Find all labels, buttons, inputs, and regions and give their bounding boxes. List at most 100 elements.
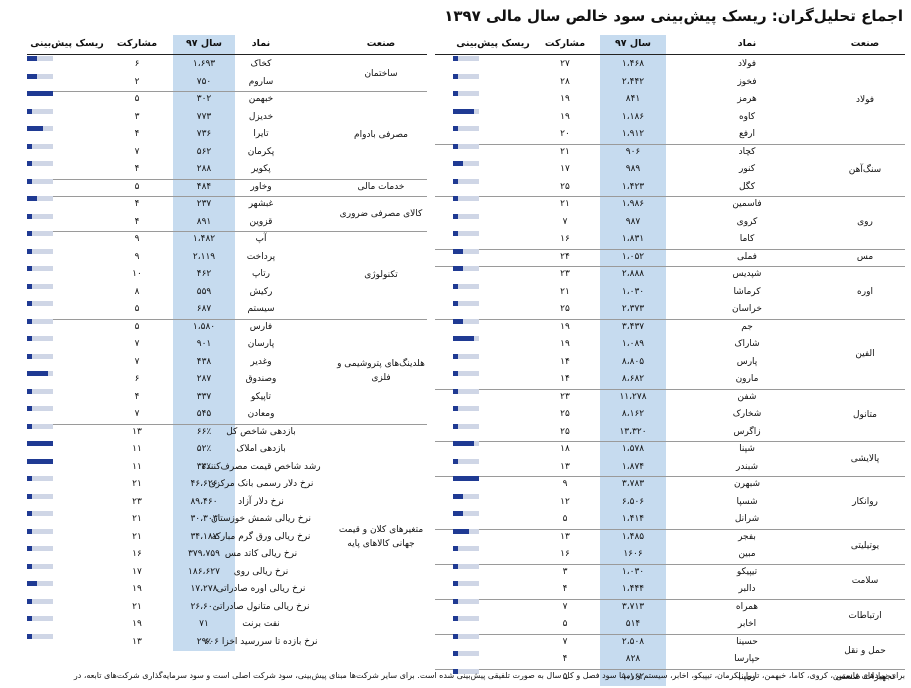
participation-cell: ۲۱ — [560, 146, 570, 157]
participation-cell: ۱۷ — [132, 566, 142, 577]
table-row: بازدهی شاخص کل ۶۶٪ ۱۳ — [27, 423, 427, 442]
risk-bar — [27, 598, 53, 604]
symbol-cell: شفن — [737, 391, 757, 402]
risk-bar-empty-segment — [468, 283, 474, 289]
risk-bar — [27, 231, 53, 236]
section-divider — [435, 668, 905, 670]
risk-bar-filled-segment — [463, 336, 469, 341]
risk-bar-empty-segment — [463, 318, 469, 324]
risk-bar-filled-segment — [27, 266, 33, 271]
risk-bar-empty-segment — [458, 546, 464, 551]
table-row: نرخ ریالی روی ۱۸۶،۶۲۷ ۱۷ — [27, 563, 427, 582]
risk-bar-empty-segment — [468, 493, 474, 499]
section-divider — [27, 196, 427, 197]
risk-bar — [453, 668, 479, 674]
risk-bar-empty-segment — [473, 283, 479, 289]
participation-cell: ۷ — [562, 216, 568, 227]
symbol-cell: وصندوق — [245, 374, 277, 384]
risk-bar-empty-segment — [47, 161, 53, 166]
risk-bar-empty-segment — [42, 598, 48, 604]
risk-bar — [453, 108, 479, 114]
symbol-cell: شسپا — [736, 496, 758, 507]
risk-bar — [453, 406, 479, 411]
risk-bar-filled-segment — [27, 231, 33, 236]
risk-bar-empty-segment — [473, 546, 479, 551]
table-row: کنور ۹۸۹ ۱۷ — [435, 161, 905, 179]
symbol-cell: کرماشا — [733, 286, 761, 297]
risk-bar-filled-segment — [453, 108, 459, 114]
industry-label: مصرفی بادوام — [354, 129, 408, 140]
risk-bar-filled-segment — [47, 441, 53, 446]
participation-cell: ۱۴ — [560, 356, 570, 367]
risk-bar-empty-segment — [32, 161, 38, 166]
year-value-cell: ۲،۱۱۹ — [192, 251, 216, 262]
table-row: خراسان ۲،۳۷۳ ۲۵ — [435, 301, 905, 319]
risk-bar-empty-segment — [42, 546, 48, 551]
risk-bar-empty-segment — [468, 458, 474, 464]
risk-bar-filled-segment — [458, 248, 464, 254]
risk-bar-empty-segment — [37, 581, 43, 586]
risk-bar-empty-segment — [47, 196, 53, 201]
risk-bar-filled-segment — [37, 126, 43, 131]
risk-bar-empty-segment — [463, 248, 469, 254]
risk-bar-filled-segment — [463, 441, 469, 446]
risk-bar — [453, 73, 479, 79]
participation-cell: ۵ — [134, 304, 140, 314]
table-row: خدیزل ۷۷۳ ۳ — [27, 108, 427, 127]
risk-bar-filled-segment — [453, 563, 459, 569]
risk-bar-filled-segment — [27, 511, 33, 516]
risk-bar-empty-segment — [458, 668, 464, 674]
risk-bar-empty-segment — [42, 143, 48, 149]
risk-bar-filled-segment — [42, 91, 48, 96]
risk-bar-empty-segment — [42, 633, 48, 639]
participation-cell: ۴ — [134, 216, 140, 227]
risk-bar-empty-segment — [32, 616, 38, 621]
risk-bar-empty-segment — [473, 196, 479, 201]
participation-cell: ۴ — [134, 129, 140, 139]
year-value-cell: ۱،۴۲۳ — [621, 181, 645, 192]
risk-bar-filled-segment — [27, 178, 33, 184]
year-value-cell: ۳۳۷ — [196, 391, 212, 402]
risk-bar-empty-segment — [468, 511, 474, 516]
risk-bar — [27, 56, 53, 61]
risk-bar-empty-segment — [47, 318, 53, 324]
risk-bar-filled-segment — [473, 476, 479, 481]
risk-bar-filled-segment — [27, 476, 33, 481]
risk-bar-empty-segment — [458, 56, 464, 61]
risk-bar-empty-segment — [463, 371, 469, 376]
risk-bar-empty-segment — [473, 301, 479, 306]
participation-header: مشارکت — [544, 38, 586, 49]
participation-cell: ۵ — [562, 514, 568, 524]
risk-bar-filled-segment — [453, 196, 459, 201]
industry-label: خدمات مالی — [357, 182, 405, 193]
symbol-cell: حپارسا — [734, 654, 760, 664]
symbol-cell: کچاد — [738, 146, 756, 157]
risk-bar-empty-segment — [473, 563, 479, 569]
risk-bar-empty-segment — [458, 196, 464, 201]
risk-bar-filled-segment — [32, 91, 38, 96]
risk-bar-empty-segment — [37, 563, 43, 569]
risk-bar — [453, 581, 479, 586]
symbol-cell: وغدیر — [250, 356, 272, 367]
participation-cell: ۲ — [134, 76, 140, 87]
risk-bar-filled-segment — [453, 458, 459, 464]
risk-bar-empty-segment — [42, 283, 48, 289]
year-value-cell: ۹۰۱ — [196, 339, 212, 349]
symbol-cell: نرخ ریالی متانول صادراتی — [212, 601, 310, 612]
symbol-cell: کخاک — [250, 59, 272, 69]
year-value-cell: ۲۳۷ — [196, 199, 212, 209]
risk-bar-empty-segment — [473, 336, 479, 341]
year-value-cell: ۳،۴۳۷ — [621, 321, 645, 332]
participation-cell: ۲۰ — [560, 129, 570, 139]
risk-bar-filled-segment — [458, 161, 464, 166]
risk-bar-filled-segment — [32, 126, 38, 131]
table-row: نفت برنت ۷۱ ۱۹ — [27, 616, 427, 634]
table-row: فخوز ۲،۴۴۲ ۲۸ — [435, 73, 905, 92]
risk-bar-filled-segment — [453, 441, 459, 446]
risk-bar-empty-segment — [473, 231, 479, 236]
footnote: برای نمادهای فاسمین، کروی، کاما، خبهمن، … — [73, 671, 905, 680]
year-value-cell: ۸۴۱ — [625, 94, 641, 104]
year-value-cell: ۳۷۹،۷۵۹ — [188, 549, 220, 559]
risk-bar-empty-segment — [32, 248, 38, 254]
risk-bar-empty-segment — [463, 563, 469, 569]
